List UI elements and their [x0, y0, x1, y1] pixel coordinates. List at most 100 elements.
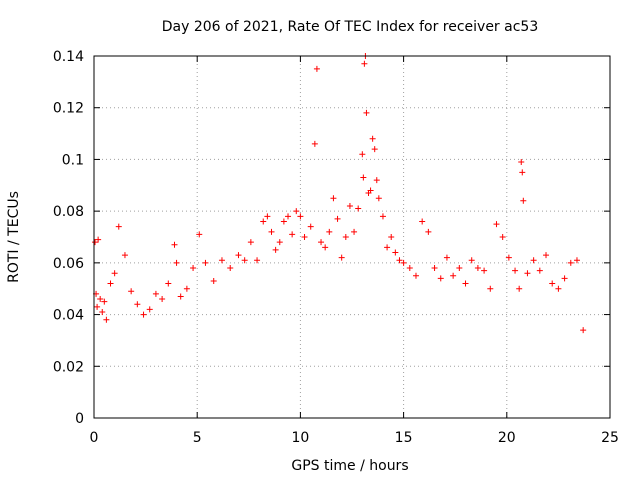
data-point [218, 257, 225, 264]
data-point [280, 218, 287, 225]
data-point [326, 228, 333, 235]
data-point [505, 254, 512, 261]
data-point [573, 257, 580, 264]
data-point [361, 60, 368, 67]
data-point [524, 270, 531, 277]
y-tick-label: 0.04 [53, 308, 84, 324]
data-point [379, 213, 386, 220]
data-point [425, 228, 432, 235]
data-point [400, 259, 407, 266]
data-point [301, 234, 308, 240]
data-point [171, 241, 178, 248]
data-point [254, 257, 261, 264]
data-point [443, 254, 450, 261]
data-point [241, 257, 248, 264]
x-tick-label: 5 [193, 430, 202, 446]
data-point [307, 223, 314, 230]
plot-frame [93, 55, 611, 419]
data-point [94, 303, 101, 310]
data-point [121, 252, 128, 259]
data-point [360, 174, 367, 181]
data-point [384, 244, 391, 251]
data-point [371, 146, 378, 153]
data-point [264, 213, 271, 220]
data-point [355, 205, 362, 212]
data-point [518, 159, 525, 166]
data-point [260, 218, 267, 225]
data-point [173, 259, 180, 266]
data-point [330, 195, 337, 202]
data-point [580, 327, 587, 334]
data-point [519, 169, 526, 176]
data-point [210, 277, 217, 284]
data-point [346, 202, 353, 209]
data-point [177, 293, 184, 300]
data-point [311, 140, 318, 147]
y-axis-ticks: 0 0.02 0.04 0.06 0.08 0.1 0.12 0.14 [53, 49, 610, 427]
data-point [512, 267, 519, 274]
data-point [462, 280, 469, 287]
data-point [247, 239, 254, 246]
data-point [338, 254, 345, 261]
data-point [293, 208, 300, 215]
y-tick-label: 0.12 [53, 101, 84, 117]
data-point [268, 228, 275, 235]
data-point [202, 259, 209, 266]
data-point [359, 151, 366, 158]
data-point [437, 275, 444, 282]
data-point [468, 257, 475, 264]
data-point [313, 65, 320, 72]
data-point [342, 234, 349, 240]
y-tick-label: 0.14 [53, 49, 84, 65]
data-point [530, 257, 537, 264]
data-point [190, 265, 197, 272]
data-point [369, 135, 376, 142]
data-point [196, 231, 203, 238]
data-point [481, 267, 488, 274]
data-point [115, 223, 122, 230]
data-point [363, 109, 370, 116]
y-tick-label: 0.1 [62, 152, 84, 168]
data-point [103, 316, 110, 323]
data-point [107, 280, 114, 287]
data-point [272, 246, 279, 253]
y-axis-title: ROTI / TECUs [6, 191, 22, 283]
data-point [392, 249, 399, 256]
y-tick-label: 0.06 [53, 256, 84, 272]
data-point [351, 228, 358, 235]
data-point [406, 265, 413, 272]
y-tick-label: 0 [75, 411, 84, 427]
data-point [367, 187, 374, 194]
data-point [152, 290, 159, 297]
data-point [285, 213, 292, 220]
x-tick-label: 10 [291, 430, 309, 446]
data-point [146, 306, 153, 313]
data-point [140, 311, 147, 318]
data-point [419, 218, 426, 225]
data-point [111, 270, 118, 277]
data-point [536, 267, 543, 274]
data-point [520, 197, 527, 204]
x-tick-label: 0 [90, 430, 99, 446]
data-point [276, 239, 283, 246]
data-point [322, 244, 329, 251]
data-point [97, 296, 104, 303]
data-point [561, 275, 568, 282]
data-point [549, 280, 556, 287]
data-point [128, 288, 135, 295]
data-point [318, 239, 325, 246]
data-point [289, 231, 296, 238]
data-point [373, 177, 380, 184]
data-point [516, 285, 523, 292]
y-tick-label: 0.08 [53, 204, 84, 220]
x-tick-label: 15 [395, 430, 413, 446]
data-point [159, 296, 166, 303]
data-point [567, 259, 574, 266]
data-point [99, 308, 106, 315]
data-point [95, 236, 102, 243]
data-point [165, 280, 172, 287]
data-point [375, 195, 382, 202]
data-points [92, 53, 587, 334]
x-tick-label: 25 [601, 430, 619, 446]
data-point [543, 252, 550, 259]
